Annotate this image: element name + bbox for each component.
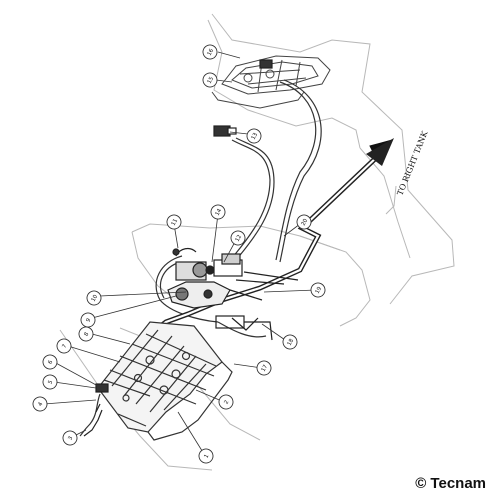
callout-number: 15 bbox=[207, 76, 216, 85]
crossfeed-line bbox=[130, 154, 380, 350]
callout-number: 7 bbox=[61, 343, 68, 349]
callout-number: 17 bbox=[261, 364, 270, 373]
callout-balloon: 6 bbox=[42, 354, 58, 370]
callout-number: 12 bbox=[235, 234, 244, 243]
copyright-notice: © Tecnam bbox=[415, 475, 486, 492]
callout-balloon: 12 bbox=[230, 230, 246, 246]
callout-number: 4 bbox=[37, 401, 44, 407]
callout-number: 11 bbox=[171, 218, 180, 227]
callout-balloon: 8 bbox=[78, 326, 94, 342]
direction-arrow-head bbox=[366, 138, 394, 166]
callout-balloon: 14 bbox=[210, 204, 226, 220]
callout-balloon: 20 bbox=[296, 214, 312, 230]
callout-balloon: 19 bbox=[310, 282, 326, 298]
callout-balloon: 15 bbox=[202, 72, 218, 88]
callout-number: 2 bbox=[223, 400, 230, 406]
callout-balloon: 10 bbox=[86, 290, 102, 306]
left-tank-grid bbox=[97, 321, 233, 441]
callout-number: 20 bbox=[301, 218, 310, 227]
callout-number: 1 bbox=[203, 454, 210, 460]
callout-balloon: 2 bbox=[218, 394, 234, 410]
callout-number: 16 bbox=[207, 48, 216, 57]
callout-balloon: 17 bbox=[256, 360, 272, 376]
callout-balloon: 18 bbox=[282, 334, 298, 350]
callout-balloon: 5 bbox=[42, 374, 58, 390]
callout-balloon: 16 bbox=[202, 44, 218, 60]
callout-balloon: 7 bbox=[56, 338, 72, 354]
pump-valve-assembly bbox=[167, 247, 299, 341]
upper-valve bbox=[213, 59, 273, 137]
callout-number: 10 bbox=[91, 294, 100, 303]
callout-number: 8 bbox=[83, 331, 90, 337]
callout-number: 3 bbox=[67, 435, 74, 441]
callouts: 16 15 13 11 14 12 10 9 8 7 6 bbox=[32, 44, 326, 464]
callout-balloon: 1 bbox=[198, 448, 214, 464]
callout-balloon: 3 bbox=[62, 430, 78, 446]
callout-balloon: 9 bbox=[80, 312, 96, 328]
callout-number: 5 bbox=[47, 379, 54, 385]
callout-number: 9 bbox=[85, 317, 92, 323]
direction-label: TO RIGHT TANK bbox=[396, 129, 430, 197]
callout-number: 14 bbox=[215, 208, 224, 217]
callout-number: 19 bbox=[315, 286, 324, 295]
leader-lines bbox=[43, 51, 317, 455]
callout-balloon: 4 bbox=[32, 396, 48, 412]
callout-number: 18 bbox=[287, 338, 296, 347]
upper-tank-assembly bbox=[211, 55, 331, 109]
callout-number: 6 bbox=[47, 359, 54, 365]
callout-balloon: 11 bbox=[166, 214, 182, 230]
callout-number: 13 bbox=[251, 132, 260, 141]
callout-balloon: 13 bbox=[246, 128, 262, 144]
